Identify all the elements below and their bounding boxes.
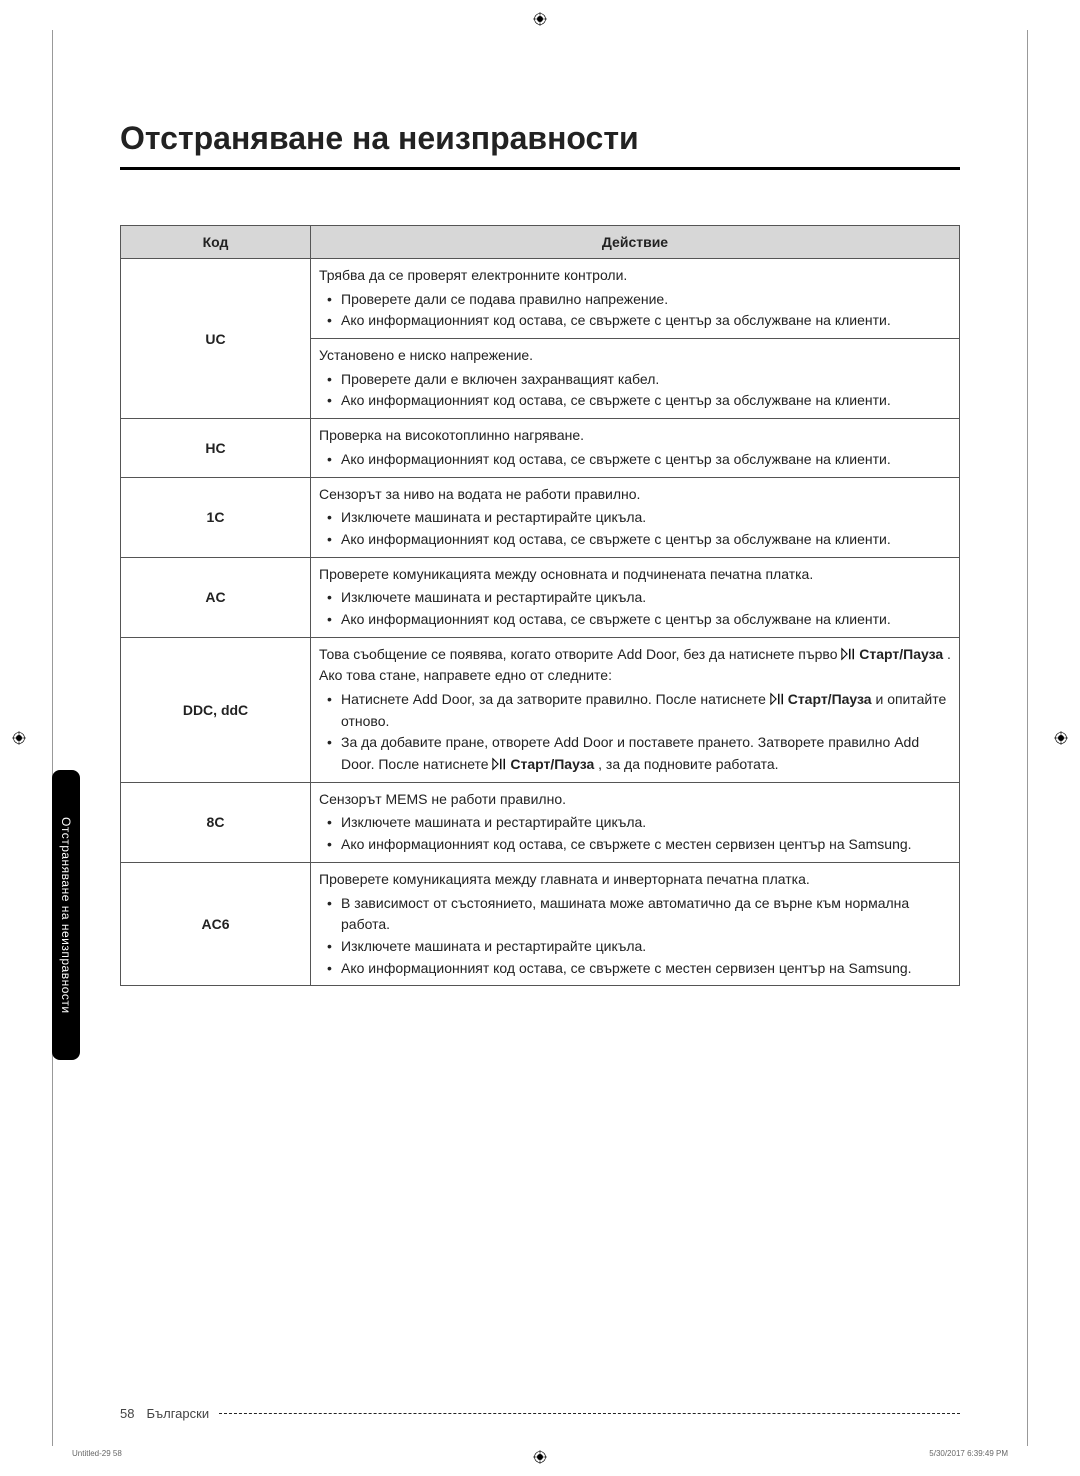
list-item: За да добавите пране, отворете Add Door …	[319, 732, 951, 775]
code-cell: 8C	[121, 782, 311, 862]
list-item: В зависимост от състоянието, машината мо…	[319, 893, 951, 936]
cell-list: В зависимост от състоянието, машината мо…	[319, 893, 951, 980]
cell-intro: Сензорът MEMS не работи правилно.	[319, 789, 951, 811]
list-item: Ако информационният код остава, се свърж…	[319, 390, 951, 412]
crop-mark-icon	[12, 731, 26, 745]
list-item: Проверете дали е включен захранващият ка…	[319, 369, 951, 391]
list-item: Ако информационният код остава, се свърж…	[319, 529, 951, 551]
table-header-code: Код	[121, 226, 311, 259]
table-row: 8CСензорът MEMS не работи правилно.Изклю…	[121, 782, 960, 862]
code-cell: AC	[121, 557, 311, 637]
cell-intro: Проверка на високотоплинно нагряване.	[319, 425, 951, 447]
page-number: 58	[120, 1406, 134, 1421]
page-title: Отстраняване на неизправности	[120, 120, 960, 170]
cell-intro: Проверете комуникацията между главната и…	[319, 869, 951, 891]
job-timestamp: 5/30/2017 6:39:49 PM	[929, 1449, 1008, 1458]
play-pause-icon	[492, 757, 506, 771]
code-cell: DDC, ddC	[121, 637, 311, 782]
cell-intro: Това съобщение се появява, когато отвори…	[319, 644, 951, 687]
play-pause-icon	[841, 647, 855, 661]
cell-list: Натиснете Add Door, за да затворите прав…	[319, 689, 951, 776]
code-cell: 1C	[121, 477, 311, 557]
list-item: Изключете машината и рестартирайте цикъл…	[319, 507, 951, 529]
action-cell: Сензорът MEMS не работи правилно.Изключе…	[311, 782, 960, 862]
page-content: Отстраняване на неизправности Код Действ…	[120, 120, 960, 986]
table-row: HCПроверка на високотоплинно нагряване.А…	[121, 419, 960, 477]
cell-intro: Трябва да се проверят електронните контр…	[319, 265, 951, 287]
table-row: DDC, ddCТова съобщение се появява, когат…	[121, 637, 960, 782]
print-job-footer: Untitled-29 58 5/30/2017 6:39:49 PM	[72, 1449, 1008, 1458]
list-item: Ако информационният код остава, се свърж…	[319, 310, 951, 332]
action-cell: Проверете комуникацията между главната и…	[311, 862, 960, 985]
action-cell: Сензорът за ниво на водата не работи пра…	[311, 477, 960, 557]
cell-list: Изключете машината и рестартирайте цикъл…	[319, 507, 951, 550]
list-item: Натиснете Add Door, за да затворите прав…	[319, 689, 951, 732]
cell-intro: Проверете комуникацията между основната …	[319, 564, 951, 586]
cell-list: Изключете машината и рестартирайте цикъл…	[319, 587, 951, 630]
code-cell: HC	[121, 419, 311, 477]
action-cell: Проверете комуникацията между основната …	[311, 557, 960, 637]
action-cell: Установено е ниско напрежение.Проверете …	[311, 339, 960, 419]
code-cell: AC6	[121, 862, 311, 985]
list-item: Проверете дали се подава правилно напреж…	[319, 289, 951, 311]
action-cell: Това съобщение се появява, когато отвори…	[311, 637, 960, 782]
list-item: Ако информационният код остава, се свърж…	[319, 609, 951, 631]
code-cell: UC	[121, 259, 311, 419]
cell-list: Ако информационният код остава, се свърж…	[319, 449, 951, 471]
table-row: 1C Сензорът за ниво на водата не работи п…	[121, 477, 960, 557]
side-tab: Отстраняване на неизправности	[52, 770, 80, 1060]
cell-list: Проверете дали е включен захранващият ка…	[319, 369, 951, 412]
page-footer: 58 Български	[120, 1406, 960, 1421]
table-row: AC6 Проверете комуникацията между главнат…	[121, 862, 960, 985]
table-row: AC Проверете комуникацията между основнат…	[121, 557, 960, 637]
list-item: Изключете машината и рестартирайте цикъл…	[319, 936, 951, 958]
page-language: Български	[146, 1406, 209, 1421]
error-code-table: Код Действие UCТрябва да се проверят еле…	[120, 225, 960, 986]
list-item: Ако информационният код остава, се свърж…	[319, 834, 951, 856]
table-header-action: Действие	[311, 226, 960, 259]
list-item: Ако информационният код остава, се свърж…	[319, 958, 951, 980]
action-cell: Проверка на високотоплинно нагряване.Ако…	[311, 419, 960, 477]
side-tab-label: Отстраняване на неизправности	[59, 817, 73, 1014]
cell-intro: Установено е ниско напрежение.	[319, 345, 951, 367]
cell-list: Проверете дали се подава правилно напреж…	[319, 289, 951, 332]
crop-mark-icon	[1054, 731, 1068, 745]
cell-list: Изключете машината и рестартирайте цикъл…	[319, 812, 951, 855]
footer-rule	[219, 1413, 960, 1414]
list-item: Изключете машината и рестартирайте цикъл…	[319, 812, 951, 834]
list-item: Ако информационният код остава, се свърж…	[319, 449, 951, 471]
job-name: Untitled-29 58	[72, 1449, 122, 1458]
action-cell: Трябва да се проверят електронните контр…	[311, 259, 960, 339]
table-row: UCТрябва да се проверят електронните кон…	[121, 259, 960, 339]
cell-intro: Сензорът за ниво на водата не работи пра…	[319, 484, 951, 506]
crop-mark-icon	[533, 12, 547, 26]
play-pause-icon	[770, 692, 784, 706]
list-item: Изключете машината и рестартирайте цикъл…	[319, 587, 951, 609]
